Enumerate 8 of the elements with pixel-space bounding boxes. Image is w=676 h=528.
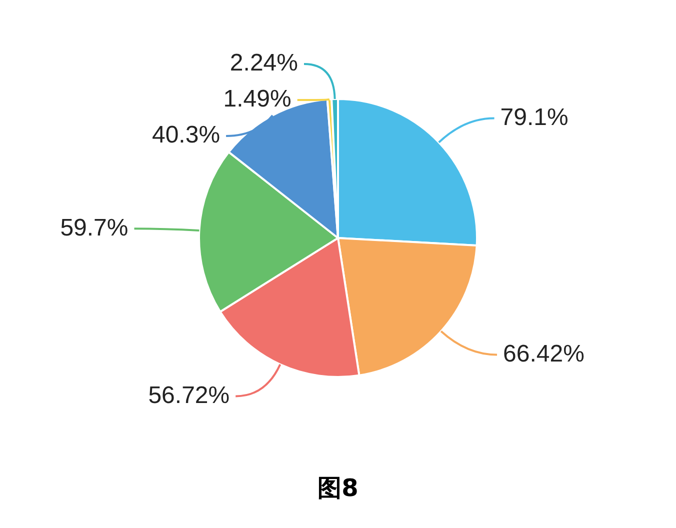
data-label: 40.3% [152, 122, 220, 149]
data-label: 79.1% [500, 104, 568, 131]
caption: 图8 [316, 473, 360, 504]
data-label: 2.24% [230, 50, 298, 77]
data-label: 59.7% [60, 214, 128, 242]
data-label: 56.72% [148, 382, 230, 409]
data-label: 1.49% [223, 86, 292, 113]
data-label: 66.42% [503, 340, 584, 368]
